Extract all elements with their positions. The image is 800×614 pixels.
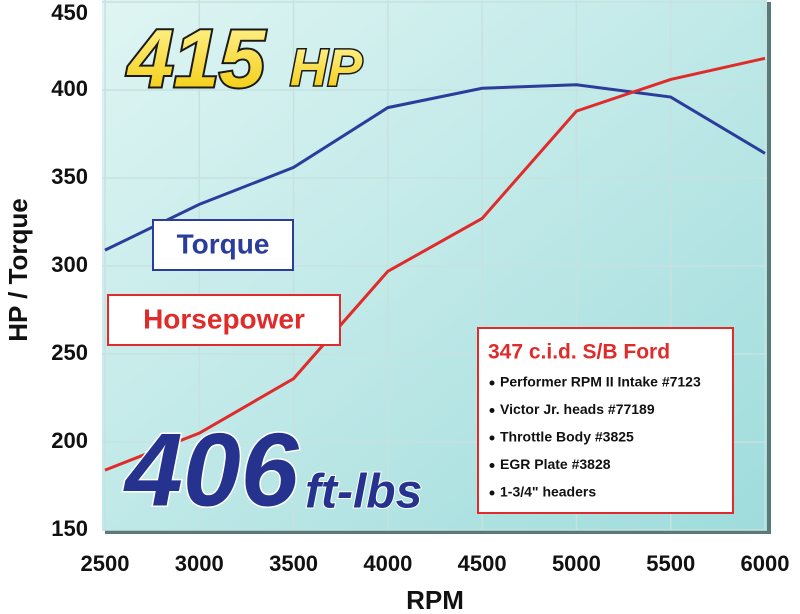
spec-box: [477, 327, 734, 514]
y-tick-label: 450: [51, 0, 88, 25]
y-tick-label: 200: [51, 428, 88, 453]
bullet: [489, 408, 495, 413]
hp-number: 415: [126, 14, 266, 105]
series-label: Torque: [177, 228, 270, 259]
bullet: [489, 380, 495, 386]
x-tick-label: 3500: [269, 551, 318, 576]
hp-label-box: [107, 294, 341, 346]
bullet: [489, 435, 495, 441]
x-tick-label: 3000: [175, 551, 224, 576]
spec-item: Performer RPM II Intake #7123: [500, 374, 701, 390]
hp-unit: HP: [290, 40, 363, 98]
hp-badge: 415 HP: [124, 12, 364, 107]
torque-number: 406: [123, 412, 300, 528]
x-axis-label: RPM: [406, 585, 464, 614]
spec-item: 1-3/4" headers: [500, 484, 596, 500]
y-tick-label: 400: [51, 76, 88, 101]
series-line: [104, 83, 766, 252]
y-tick-label: 300: [51, 252, 88, 277]
bullet: [489, 490, 495, 496]
y-axis-label: HP / Torque: [3, 198, 33, 342]
spec-item: EGR Plate #3828: [500, 456, 611, 472]
y-tick-label: 250: [51, 340, 88, 365]
y-tick-label: 350: [51, 164, 88, 189]
torque-badge: 406 ft-lbs: [122, 411, 424, 530]
torque-label-box: [152, 219, 294, 271]
x-tick-label: 5000: [552, 551, 601, 576]
spec-item: Throttle Body #3825: [500, 429, 634, 445]
y-tick-label: 150: [51, 516, 88, 541]
bullet: [489, 463, 495, 468]
series-line: [104, 56, 766, 472]
torque-unit: ft-lbs: [305, 466, 422, 519]
spec-title: 347 c.i.d. S/B Ford: [488, 341, 670, 364]
x-tick-label: 6000: [741, 551, 790, 576]
x-tick-label: 2500: [81, 551, 130, 576]
x-tick-label: 4000: [363, 551, 412, 576]
x-tick-label: 5500: [646, 551, 695, 576]
series-label: Horsepower: [143, 303, 305, 334]
x-tick-label: 4500: [458, 551, 507, 576]
spec-item: Victor Jr. heads #77189: [500, 401, 655, 417]
